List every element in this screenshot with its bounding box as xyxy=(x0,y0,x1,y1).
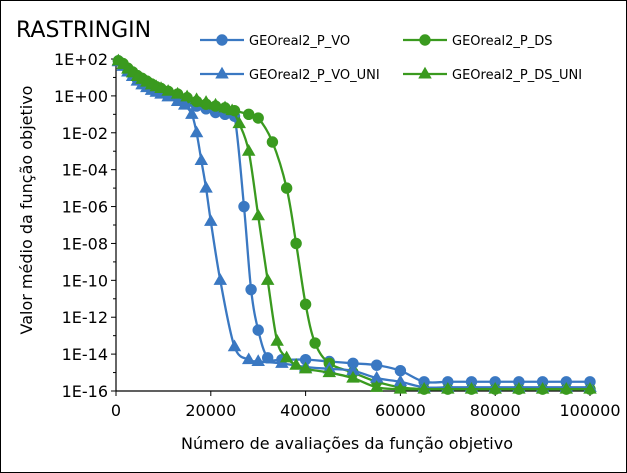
data-point-georeal2-p-ds xyxy=(243,108,255,121)
series-line-georeal2-p-vo-uni xyxy=(117,60,590,389)
legend-item-georeal2-p-ds: GEOreal2_P_DS xyxy=(403,34,553,49)
data-point-georeal2-p-ds xyxy=(252,112,264,124)
data-point-georeal2-p-ds-uni xyxy=(369,380,384,392)
data-point-georeal2-p-vo-uni xyxy=(189,125,204,138)
data-point-georeal2-p-ds-uni xyxy=(199,95,213,107)
x-axis-label: Número de avaliações da função objetivo xyxy=(181,434,513,453)
data-point-georeal2-p-vo-uni xyxy=(213,273,228,285)
x-tick-label: 20000 xyxy=(185,401,236,420)
data-point-georeal2-p-ds-uni xyxy=(218,100,232,113)
series-georeal2-p-ds-uni xyxy=(111,53,597,394)
data-point-georeal2-p-ds-uni xyxy=(535,381,550,394)
legend-item-georeal2-p-vo-uni: GEOreal2_P_VO_UNI xyxy=(200,66,380,83)
data-point-georeal2-p-ds-uni xyxy=(270,333,284,346)
data-point-georeal2-p-ds xyxy=(266,136,279,148)
data-point-georeal2-p-ds xyxy=(309,337,321,349)
legend-marker xyxy=(419,34,431,46)
data-point-georeal2-p-vo-uni xyxy=(194,153,209,165)
data-point-georeal2-p-ds-uni xyxy=(279,350,294,363)
data-point-georeal2-p-ds-uni xyxy=(289,357,303,370)
data-point-georeal2-p-vo-uni xyxy=(204,214,218,226)
data-point-georeal2-p-ds-uni xyxy=(488,381,502,394)
x-tick-label: 100000 xyxy=(559,401,620,420)
data-point-georeal2-p-ds-uni xyxy=(232,116,246,129)
y-tick-label: 1E+02 xyxy=(54,50,108,69)
legend-marker xyxy=(216,34,228,46)
x-tick-label: 0 xyxy=(111,401,121,420)
data-point-georeal2-p-vo xyxy=(371,359,383,371)
data-point-georeal2-p-ds-uni xyxy=(161,84,175,96)
data-point-georeal2-p-vo-uni xyxy=(227,339,242,352)
data-point-georeal2-p-vo-uni xyxy=(177,97,192,110)
legend-item-georeal2-p-vo: GEOreal2_P_VO xyxy=(200,34,350,49)
data-point-georeal2-p-ds-uni xyxy=(583,381,597,394)
x-tick-label: 60000 xyxy=(375,401,426,420)
y-tick-label: 1E-08 xyxy=(62,234,108,253)
data-point-georeal2-p-ds-uni xyxy=(208,97,223,110)
data-point-georeal2-p-vo-uni xyxy=(170,94,185,106)
legend-marker xyxy=(215,66,229,79)
data-point-georeal2-p-ds-uni xyxy=(346,370,360,383)
data-point-georeal2-p-ds-uni xyxy=(241,144,256,156)
data-point-georeal2-p-ds-uni xyxy=(298,361,313,374)
legend-marker xyxy=(418,66,432,79)
chart-title: RASTRINGIN xyxy=(16,18,151,43)
data-point-georeal2-p-vo xyxy=(238,200,250,213)
data-point-georeal2-p-vo xyxy=(394,365,407,377)
series-georeal2-p-vo-uni xyxy=(111,54,597,392)
y-tick-label: 1E-04 xyxy=(62,161,108,180)
data-point-georeal2-p-vo-uni xyxy=(199,180,213,193)
data-point-georeal2-p-ds xyxy=(299,298,312,311)
data-point-georeal2-p-ds-uni xyxy=(251,208,265,221)
legend-label: GEOreal2_P_VO_UNI xyxy=(249,68,380,83)
data-point-georeal2-p-ds-uni xyxy=(225,103,239,116)
y-tick-label: 1E-02 xyxy=(62,124,108,143)
legend-label: GEOreal2_P_VO xyxy=(249,34,350,49)
data-point-georeal2-p-ds-uni xyxy=(260,273,275,285)
data-point-georeal2-p-ds xyxy=(280,182,293,194)
data-point-georeal2-p-vo xyxy=(252,324,264,336)
data-point-georeal2-p-ds-uni xyxy=(170,86,185,99)
data-point-georeal2-p-ds-uni xyxy=(189,92,204,105)
data-point-georeal2-p-vo-uni xyxy=(251,354,265,367)
legend: GEOreal2_P_VO GEOreal2_P_DS GEOreal2_P_VO_… xyxy=(200,34,582,83)
data-point-georeal2-p-vo xyxy=(245,283,257,296)
y-tick-label: 1E+00 xyxy=(54,87,108,106)
y-tick-label: 1E-14 xyxy=(62,345,108,364)
y-tick-label: 1E-16 xyxy=(62,382,108,401)
data-point-georeal2-p-ds-uni xyxy=(393,381,408,394)
data-point-georeal2-p-ds-uni xyxy=(322,365,337,378)
legend-label: GEOreal2_P_DS_UNI xyxy=(452,68,582,83)
data-point-georeal2-p-vo-uni xyxy=(185,107,199,119)
data-point-georeal2-p-ds-uni xyxy=(464,381,479,394)
y-tick-label: 1E-06 xyxy=(62,198,108,217)
data-point-georeal2-p-ds-uni xyxy=(512,381,526,394)
x-tick-label: 80000 xyxy=(470,401,521,420)
data-point-georeal2-p-vo-uni xyxy=(241,352,256,365)
data-point-georeal2-p-ds-uni xyxy=(180,89,194,102)
y-axis-label: Valor médio da função objetivo xyxy=(17,86,36,335)
legend-item-georeal2-p-ds-uni: GEOreal2_P_DS_UNI xyxy=(403,66,582,83)
data-point-georeal2-p-ds-uni xyxy=(417,381,431,394)
data-point-georeal2-p-ds-uni xyxy=(441,381,455,394)
x-tick-label: 40000 xyxy=(280,401,331,420)
y-tick-label: 1E-10 xyxy=(62,271,108,290)
data-point-georeal2-p-ds-uni xyxy=(154,81,168,94)
legend-label: GEOreal2_P_DS xyxy=(452,34,553,49)
data-point-georeal2-p-ds-uni xyxy=(559,381,574,394)
y-tick-label: 1E-12 xyxy=(62,308,108,327)
data-point-georeal2-p-ds xyxy=(290,237,302,250)
